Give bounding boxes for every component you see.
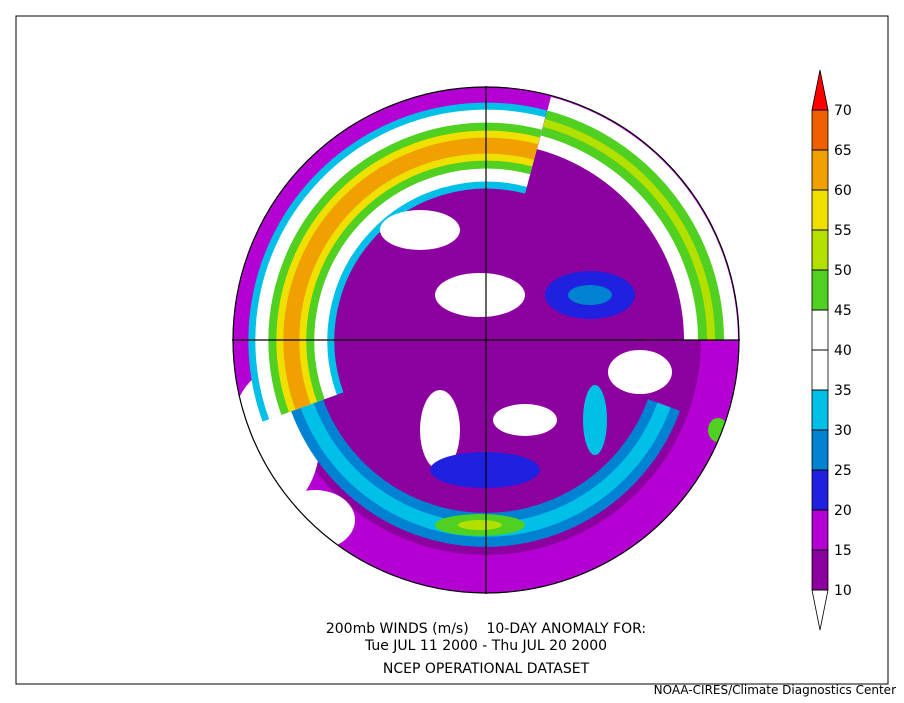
colorbar-band [811,349,829,391]
colorbar-band [811,229,829,271]
caption-line: NCEP OPERATIONAL DATASET [383,661,590,677]
colorbar-label: 25 [834,463,852,479]
caption-line: Tue JUL 11 2000 - Thu JUL 20 2000 [364,638,607,654]
colorbar-band [811,429,829,471]
colorbar-band [811,189,829,231]
colorbar-band [811,389,829,431]
colorbar-band [811,309,829,351]
colorbar: 10 15 20 25 30 35 40 45 50 55 60 65 70 [811,69,852,631]
caption-line: 200mb WINDS (m/s) 10-DAY ANOMALY FOR: [326,621,646,637]
colorbar-band [811,469,829,511]
colorbar-band [811,149,829,191]
colorbar-label: 70 [834,103,852,119]
colorbar-label: 30 [834,423,852,439]
colorbar-label: 35 [834,383,852,399]
colorbar-label: 10 [834,583,852,599]
colorbar-band [811,549,829,591]
colorbar-label: 45 [834,303,852,319]
colorbar-label: 50 [834,263,852,279]
colorbar-label: 55 [834,223,852,239]
colorbar-label: 60 [834,183,852,199]
credit: NOAA-CIRES/Climate Diagnostics Center [654,683,896,697]
colorbar-label: 65 [834,143,852,159]
colorbar-band [811,509,829,551]
colorbar-label: 15 [834,543,852,559]
colorbar-band [811,109,829,151]
colorbar-label: 20 [834,503,852,519]
colorbar-label: 40 [834,343,852,359]
colorbar-band [811,269,829,311]
